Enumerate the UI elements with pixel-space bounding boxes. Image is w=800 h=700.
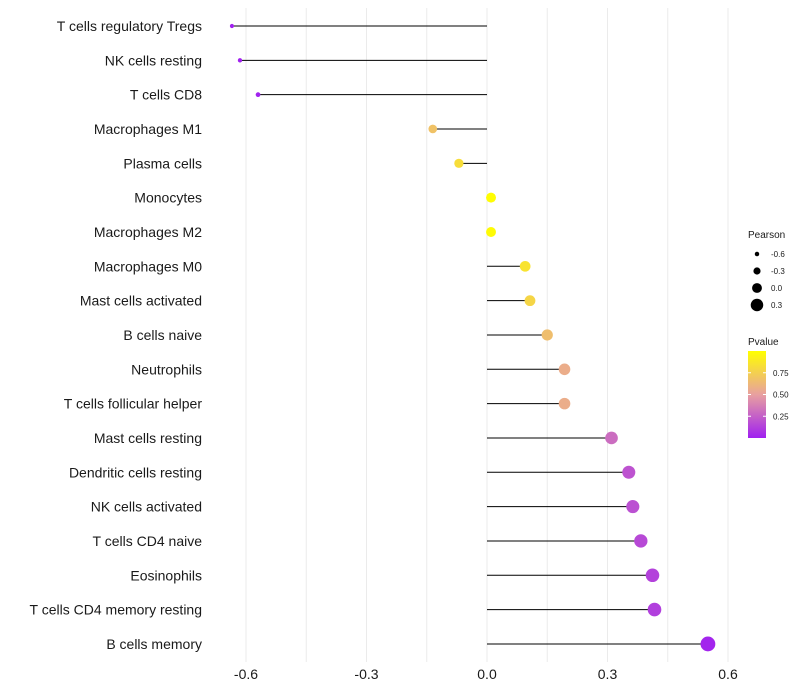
size-legend-label: 0.0 [771, 284, 783, 293]
point [541, 329, 553, 341]
point [634, 534, 648, 548]
size-legend-label: 0.3 [771, 301, 783, 310]
y-label: Eosinophils [130, 567, 202, 583]
y-label: Mast cells activated [80, 293, 202, 309]
point [558, 397, 571, 410]
point [605, 431, 618, 445]
y-label: T cells CD4 memory resting [30, 602, 202, 618]
point [700, 636, 716, 652]
size-legend-label: -0.6 [771, 250, 785, 259]
points [229, 23, 716, 652]
x-axis-ticks: -0.6 -0.3 0.0 0.3 0.6 [234, 666, 738, 682]
color-legend-bar [748, 351, 766, 438]
point [486, 192, 496, 203]
point [255, 92, 261, 98]
size-legend-label: -0.3 [771, 267, 785, 276]
y-label: B cells memory [106, 636, 202, 652]
size-legend: Pearson -0.6 -0.3 0.0 0.3 [748, 230, 785, 312]
y-label: NK cells resting [105, 52, 202, 68]
point [486, 227, 496, 237]
point [229, 23, 235, 29]
point [622, 465, 636, 479]
y-label: T cells CD8 [130, 87, 202, 103]
point [558, 363, 571, 376]
y-label: T cells CD4 naive [93, 533, 203, 549]
y-axis-labels: T cells regulatory Tregs NK cells resting… [30, 18, 203, 652]
point [647, 602, 662, 617]
point [454, 158, 464, 168]
y-label: Macrophages M2 [94, 224, 202, 240]
point [645, 568, 660, 583]
point [428, 124, 438, 134]
size-legend-title: Pearson [748, 230, 785, 241]
color-legend-title: Pvalue [748, 337, 779, 348]
x-tick-label: 0.0 [477, 666, 497, 682]
point [626, 500, 640, 514]
color-legend-label: 0.75 [773, 369, 789, 378]
y-label: Dendritic cells resting [69, 464, 202, 480]
y-label: Macrophages M1 [94, 121, 202, 137]
color-legend-label: 0.25 [773, 412, 789, 421]
point [237, 58, 243, 63]
size-legend-key [750, 298, 764, 312]
size-legend-key [753, 267, 761, 275]
y-label: Monocytes [134, 190, 202, 206]
y-label: Plasma cells [123, 155, 202, 171]
y-label: Mast cells resting [94, 430, 202, 446]
y-label: T cells follicular helper [64, 396, 203, 412]
x-tick-label: 0.3 [598, 666, 618, 682]
x-tick-label: -0.3 [354, 666, 378, 682]
y-label: Macrophages M0 [94, 258, 202, 274]
stems [231, 25, 708, 645]
y-label: NK cells activated [91, 499, 202, 515]
size-legend-key [752, 283, 762, 293]
y-label: T cells regulatory Tregs [57, 18, 202, 34]
color-legend: Pvalue 0.75 0.50 0.25 [748, 337, 789, 438]
point [524, 295, 536, 307]
x-tick-label: -0.6 [234, 666, 258, 682]
color-legend-label: 0.50 [773, 391, 789, 400]
point [519, 260, 531, 272]
size-legend-key [754, 251, 760, 257]
y-label: Neutrophils [131, 361, 202, 377]
x-tick-label: 0.6 [718, 666, 738, 682]
y-label: B cells naive [123, 327, 202, 343]
